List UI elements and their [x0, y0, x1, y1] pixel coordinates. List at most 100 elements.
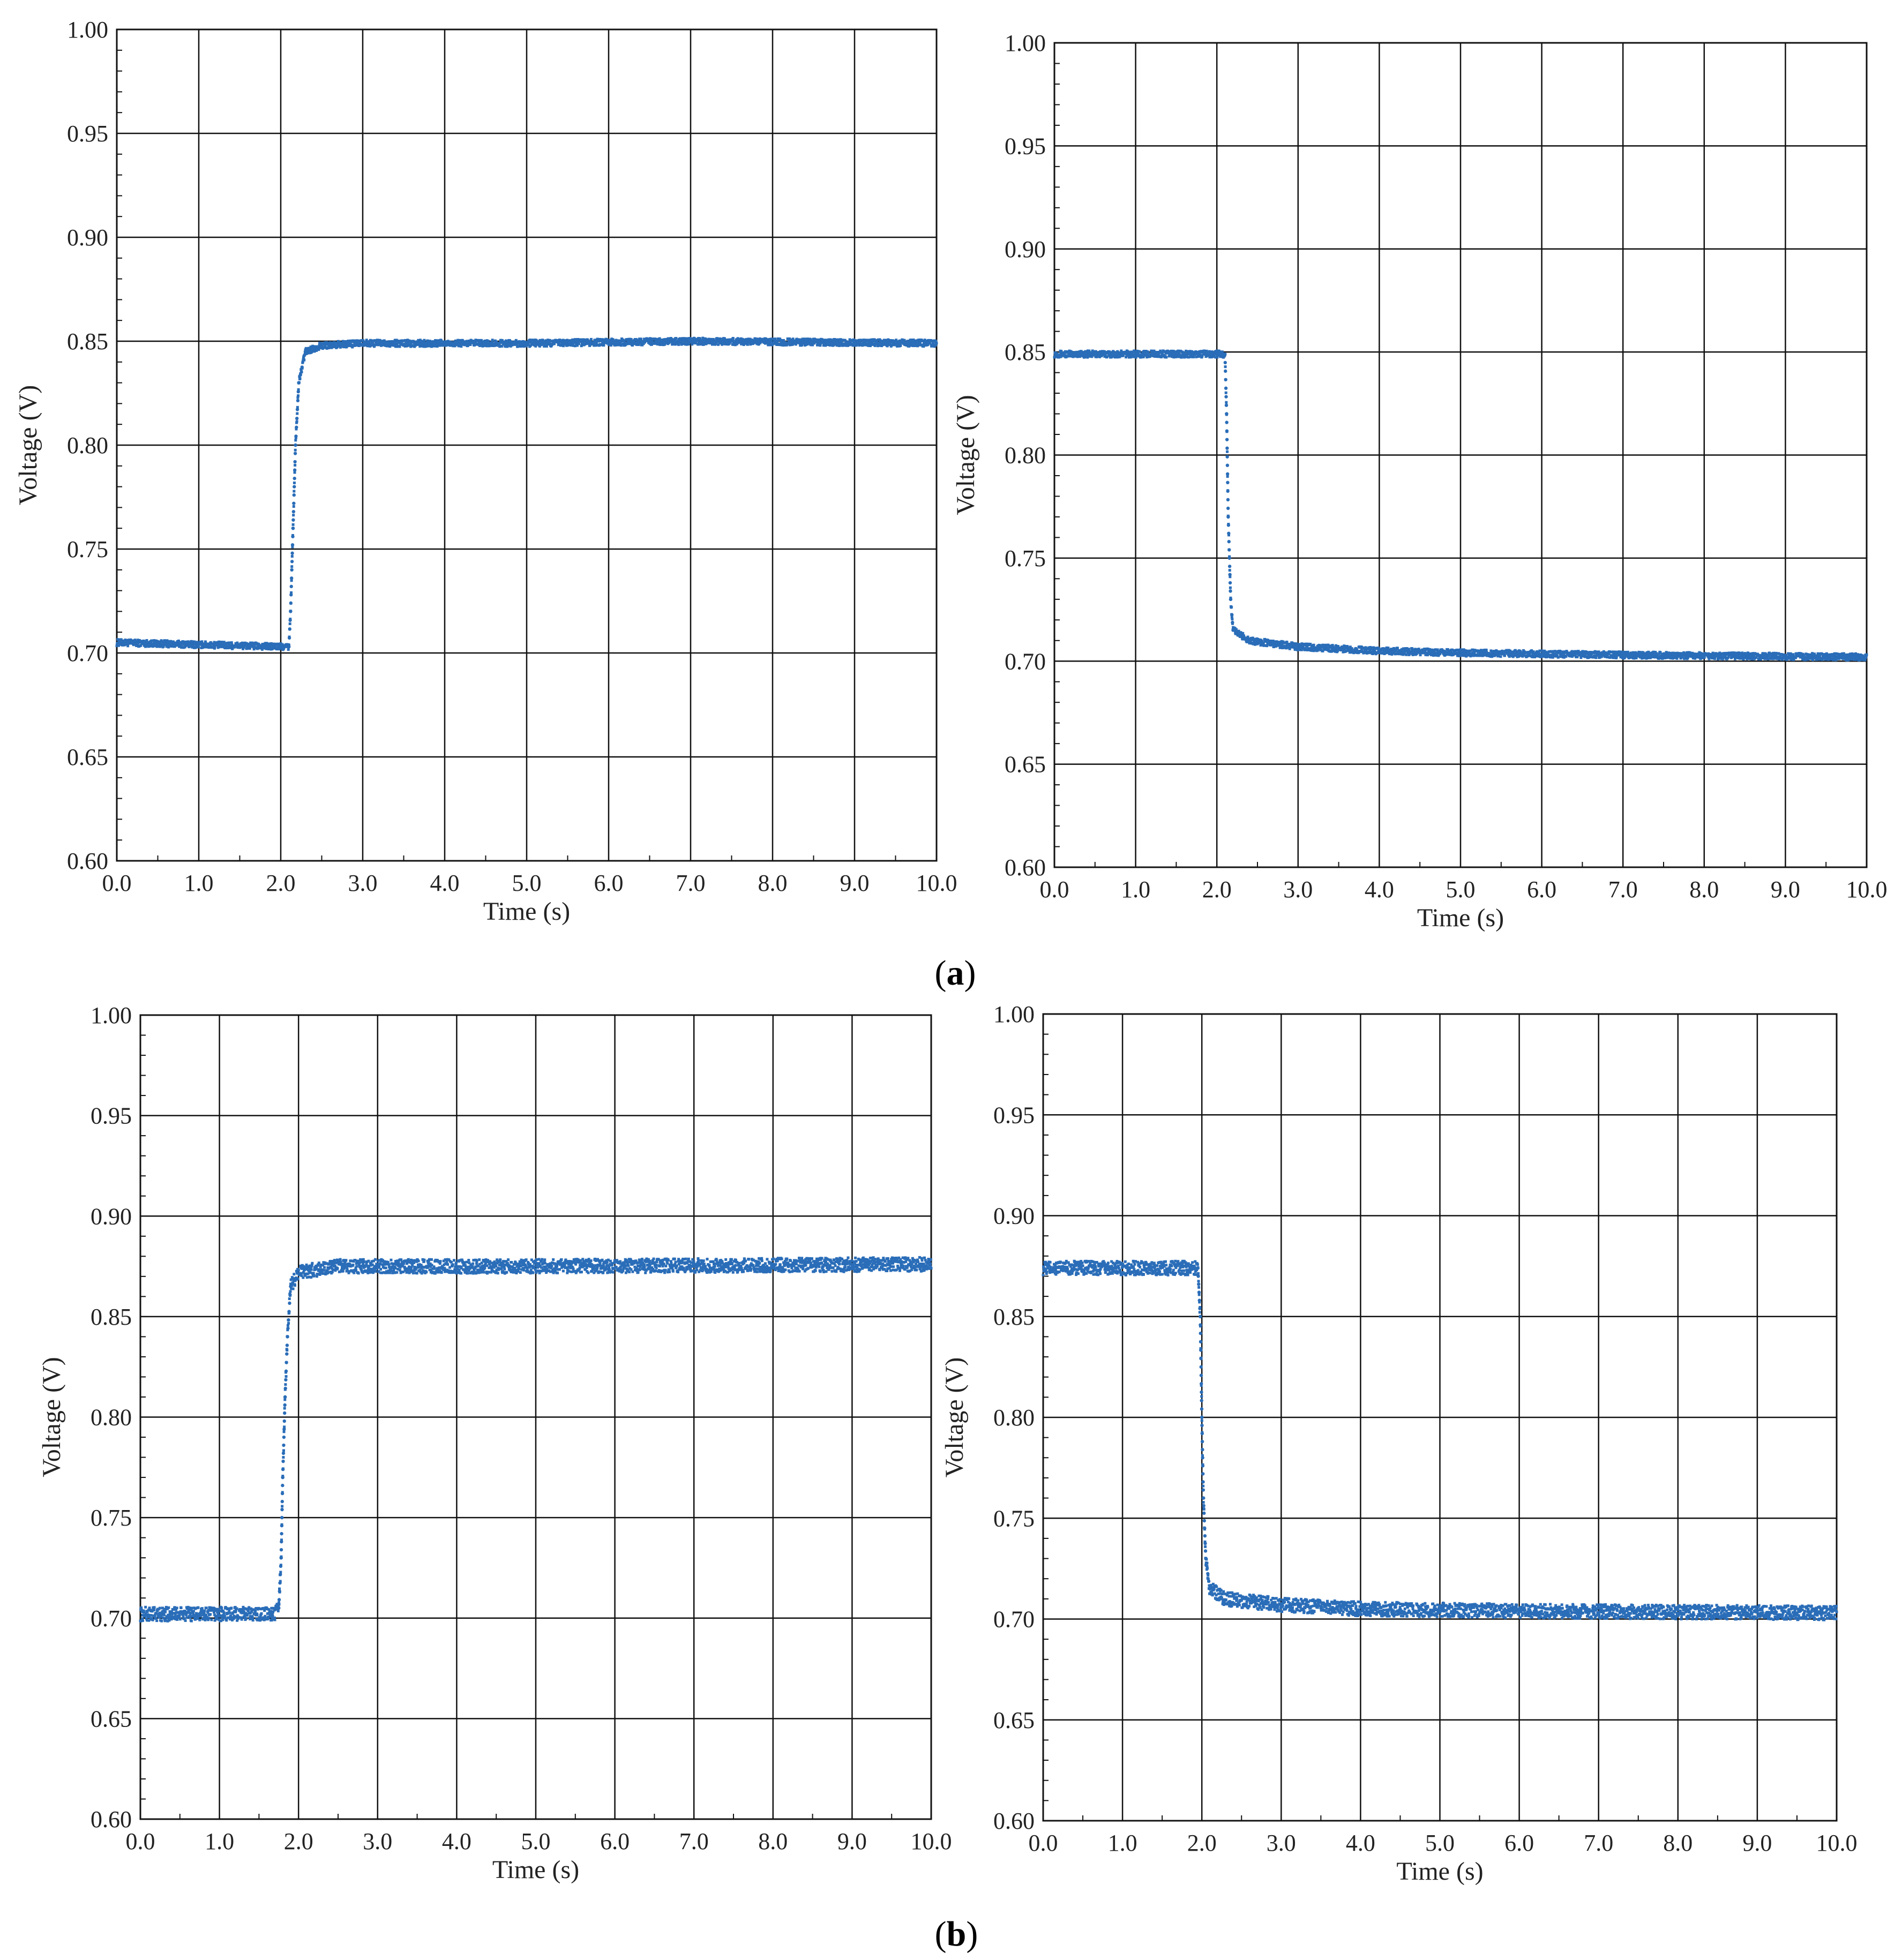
data-point [1280, 640, 1283, 643]
data-point [868, 339, 872, 342]
data-point [436, 343, 439, 347]
data-point [260, 648, 264, 651]
data-point [1561, 654, 1564, 657]
data-point [296, 405, 299, 409]
data-point [1458, 654, 1462, 657]
data-point [1474, 650, 1478, 653]
y-tick-label: 0.75 [1005, 545, 1046, 572]
data-point [1088, 355, 1091, 358]
data-point [437, 340, 440, 343]
data-point [1713, 657, 1717, 660]
data-point [1457, 651, 1461, 654]
data-point [276, 642, 279, 645]
data-point [700, 339, 703, 342]
data-point [553, 342, 556, 346]
data-point [1220, 350, 1224, 354]
data-point [1485, 648, 1488, 651]
data-point [605, 339, 609, 342]
data-point [1132, 355, 1135, 358]
data-point [1675, 657, 1679, 660]
data-point [840, 341, 843, 344]
data-point [507, 342, 510, 346]
data-point [304, 347, 308, 350]
data-point [857, 339, 860, 342]
data-point [1538, 649, 1541, 652]
data-point [865, 339, 868, 342]
data-point [895, 339, 898, 342]
data-point [1325, 645, 1328, 649]
data-point [580, 340, 583, 343]
data-point [1639, 654, 1643, 657]
data-point [835, 344, 838, 347]
data-point [740, 337, 744, 341]
transition-point [290, 543, 295, 547]
data-point [1349, 645, 1352, 649]
data-point [1141, 354, 1144, 357]
data-point [126, 644, 130, 648]
data-point [1450, 650, 1453, 653]
data-point [1582, 650, 1585, 654]
data-point [1249, 636, 1253, 640]
data-point [1448, 653, 1451, 656]
data-point [241, 641, 244, 644]
data-point [1090, 355, 1094, 358]
data-point [629, 340, 632, 343]
data-point [544, 343, 548, 346]
transition-point [303, 350, 308, 354]
data-point [303, 353, 306, 356]
data-point [1273, 640, 1276, 643]
data-point [1300, 648, 1303, 651]
data-point [705, 342, 708, 345]
data-point [719, 342, 722, 345]
data-point [376, 339, 379, 342]
data-point [1246, 635, 1249, 639]
data-point [1218, 352, 1221, 356]
data-point [313, 345, 317, 348]
data-point [1210, 355, 1214, 358]
data-point [346, 344, 349, 348]
data-point [782, 339, 785, 342]
data-point [1499, 655, 1502, 658]
data-point [1472, 648, 1475, 651]
data-point [1142, 355, 1145, 358]
transition-point [297, 381, 301, 385]
data-point [601, 338, 604, 341]
data-point [362, 344, 365, 347]
data-point [1330, 648, 1334, 651]
x-tick-label: 6.0 [1527, 876, 1556, 903]
data-point [295, 420, 298, 423]
data-point [906, 342, 909, 345]
data-point [658, 337, 661, 340]
data-point [1285, 641, 1289, 644]
data-point [1193, 353, 1196, 356]
data-point [342, 340, 345, 343]
data-point [404, 339, 407, 342]
data-point [197, 645, 200, 649]
data-point [1173, 351, 1177, 354]
data-point [1449, 651, 1452, 655]
data-point [1468, 652, 1471, 655]
data-point [290, 555, 294, 558]
data-point [1660, 652, 1664, 656]
data-point [322, 346, 325, 349]
data-point [1151, 351, 1155, 355]
transition-point [293, 468, 297, 472]
data-point [1079, 355, 1082, 358]
data-point [319, 346, 322, 349]
data-point [1240, 633, 1243, 636]
data-point [204, 640, 207, 643]
data-point [1664, 654, 1667, 657]
data-point [1203, 353, 1207, 356]
data-point [572, 344, 575, 347]
data-point [822, 339, 825, 342]
data-point [1497, 654, 1500, 657]
transition-point [296, 399, 300, 403]
transition-point [294, 443, 297, 447]
transition-point [302, 357, 306, 362]
data-point [150, 639, 153, 642]
data-point [1204, 355, 1208, 358]
data-point [207, 642, 210, 645]
data-point [138, 639, 141, 642]
data-point [1235, 630, 1238, 633]
data-point [1519, 650, 1522, 653]
